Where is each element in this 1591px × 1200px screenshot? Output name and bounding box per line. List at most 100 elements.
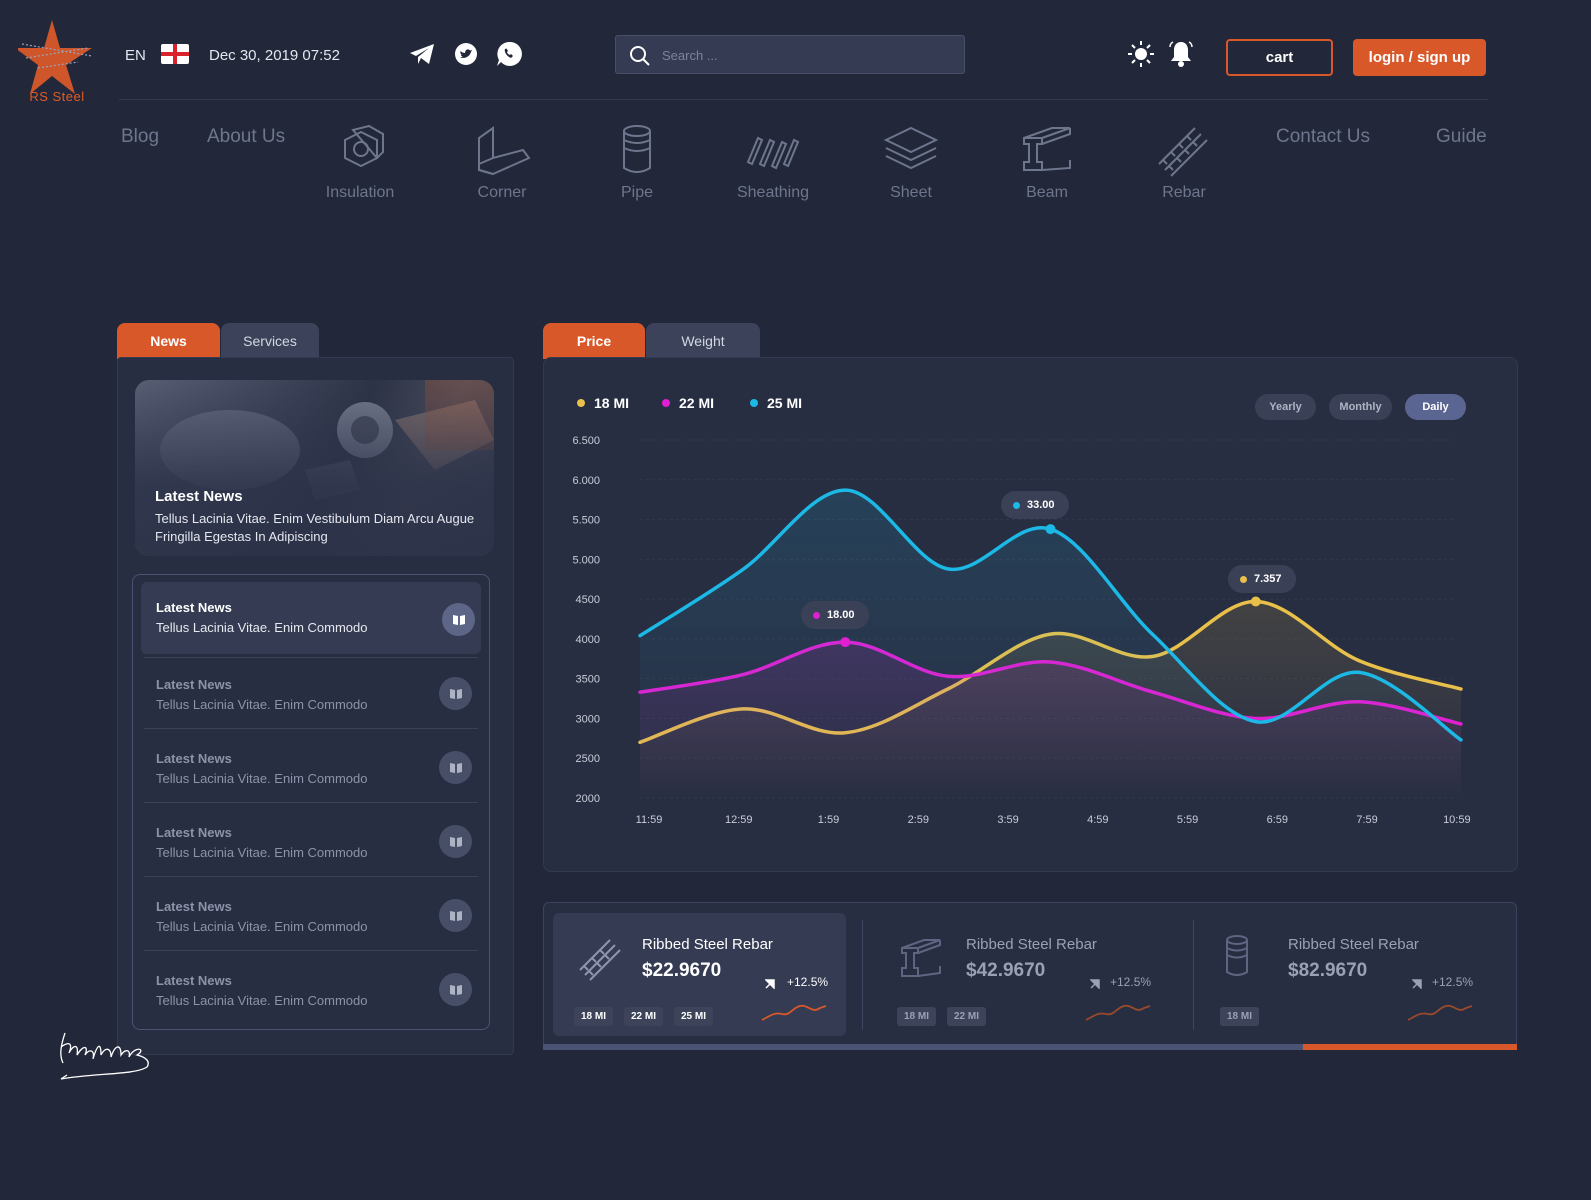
product-tag[interactable]: 18 MI (1220, 1007, 1260, 1026)
read-article-button[interactable] (439, 751, 472, 784)
range-monthly-button[interactable]: Monthly (1329, 394, 1392, 420)
news-list-item[interactable]: Latest News Tellus Lacinia Vitae. Enim C… (144, 879, 478, 951)
product-tag[interactable]: 22 MI (947, 1007, 987, 1026)
y-tick-label: 3500 (576, 674, 600, 686)
product-tag[interactable]: 22 MI (624, 1007, 664, 1026)
language-selector[interactable]: EN (125, 47, 146, 64)
book-icon (449, 836, 462, 847)
nav-category-rebar[interactable]: Rebar (1129, 124, 1239, 202)
flag-icon[interactable] (161, 44, 189, 64)
nav-about-us[interactable]: About Us (207, 126, 286, 147)
product-tag[interactable]: 25 MI (674, 1007, 714, 1026)
tooltip-dot (1013, 501, 1020, 509)
product-tag[interactable]: 18 MI (897, 1007, 937, 1026)
news-list-item[interactable]: Latest News Tellus Lacinia Vitae. Enim C… (141, 582, 481, 654)
rebar-icon (1158, 127, 1208, 177)
book-icon (449, 762, 462, 773)
news-item-title: Latest News (156, 825, 232, 840)
range-yearly-button[interactable]: Yearly (1255, 394, 1316, 420)
product-slider-progress (1302, 1044, 1517, 1050)
news-list-item[interactable]: Latest News Tellus Lacinia Vitae. Enim C… (144, 657, 478, 729)
nav-category-label: Sheet (890, 184, 932, 201)
news-hero-card[interactable]: Latest News Tellus Lacinia Vitae. Enim V… (135, 380, 494, 556)
read-article-button[interactable] (439, 973, 472, 1006)
nav-guide[interactable]: Guide (1436, 126, 1487, 147)
news-item-text: Tellus Lacinia Vitae. Enim Commodo (156, 697, 368, 712)
highlight-point[interactable] (1045, 524, 1056, 535)
legend-item[interactable]: 18 MI (577, 395, 629, 411)
read-article-button[interactable] (439, 825, 472, 858)
product-name[interactable]: Ribbed Steel Rebar (966, 936, 1097, 953)
search-icon[interactable] (629, 45, 651, 67)
product-price: $42.9670 (966, 960, 1046, 981)
legend-item[interactable]: 22 MI (662, 395, 714, 411)
nav-category-label: Sheathing (736, 184, 810, 201)
login-signup-button[interactable]: login / sign up (1353, 39, 1486, 76)
pipe-icon (1222, 934, 1252, 985)
search-input[interactable] (662, 44, 952, 66)
news-item-title: Latest News (156, 899, 232, 914)
highlight-point[interactable] (1250, 596, 1261, 607)
telegram-icon[interactable] (408, 40, 436, 68)
sheathing-icon (746, 136, 800, 170)
news-item-title: Latest News (156, 751, 232, 766)
product-change: +12.5% (787, 975, 829, 989)
legend-item[interactable]: 25 MI (750, 395, 802, 411)
legend-label: 25 MI (767, 395, 803, 411)
nav-category-sheet[interactable]: Sheet (856, 124, 966, 202)
current-datetime: Dec 30, 2019 07:52 (209, 47, 340, 64)
nav-category-label: Pipe (620, 184, 654, 201)
read-article-button[interactable] (442, 603, 475, 636)
header-divider (119, 99, 1488, 100)
beam-icon (1023, 127, 1071, 171)
insulation-icon (344, 124, 384, 168)
news-list-item[interactable]: Latest News Tellus Lacinia Vitae. Enim C… (144, 953, 478, 1025)
cart-button[interactable]: cart (1226, 39, 1333, 76)
nav-category-pipe[interactable]: Pipe (582, 124, 692, 202)
chart-tooltip: 7.357 (1228, 565, 1296, 593)
product-name[interactable]: Ribbed Steel Rebar (1288, 936, 1419, 953)
news-list: Latest News Tellus Lacinia Vitae. Enim C… (132, 574, 490, 1030)
whatsapp-icon[interactable] (495, 40, 523, 68)
y-tick-label: 4500 (576, 594, 600, 606)
product-name[interactable]: Ribbed Steel Rebar (642, 936, 773, 953)
product-price: $82.9670 (1288, 960, 1368, 981)
y-tick-label: 2000 (576, 793, 600, 805)
tab-price[interactable]: Price (543, 323, 645, 359)
nav-category-corner[interactable]: Corner (447, 124, 557, 202)
product-slider-track[interactable] (543, 1044, 1517, 1050)
legend-label: 18 MI (594, 395, 630, 411)
highlight-point[interactable] (840, 637, 851, 648)
read-article-button[interactable] (439, 677, 472, 710)
nav-contact-us[interactable]: Contact Us (1276, 126, 1370, 147)
nav-blog[interactable]: Blog (121, 126, 160, 147)
read-article-button[interactable] (439, 899, 472, 932)
tab-weight[interactable]: Weight (646, 323, 760, 359)
tooltip-value: 7.357 (1254, 573, 1282, 585)
theme-toggle-sun-icon[interactable] (1126, 38, 1156, 70)
news-item-title: Latest News (156, 600, 232, 615)
sparkline (1406, 1000, 1474, 1029)
news-item-title: Latest News (156, 677, 232, 692)
nav-category-insulation[interactable]: Insulation (305, 124, 415, 202)
nav-category-beam[interactable]: Beam (992, 124, 1102, 202)
range-daily-button[interactable]: Daily (1405, 394, 1466, 420)
tab-news[interactable]: News (117, 323, 220, 359)
price-line-chart: 6.500 6.000 5.500 5.000 4500 4000 3500 3000 2500… (572, 435, 1470, 826)
x-tick-label: 2:59 (908, 814, 929, 826)
news-item-text: Tellus Lacinia Vitae. Enim Commodo (156, 771, 368, 786)
legend-dot (577, 399, 585, 407)
news-item-text: Tellus Lacinia Vitae. Enim Commodo (156, 620, 368, 635)
chart-tooltip: 33.00 (1001, 491, 1069, 519)
y-tick-label: 6.000 (572, 475, 600, 487)
notification-bell-icon[interactable] (1166, 38, 1196, 70)
tab-services[interactable]: Services (221, 323, 319, 359)
y-tick-label: 5.500 (572, 515, 600, 527)
nav-category-sheathing[interactable]: Sheathing (718, 124, 828, 202)
product-tag[interactable]: 18 MI (574, 1007, 614, 1026)
tooltip-value: 33.00 (1027, 499, 1055, 511)
news-list-item[interactable]: Latest News Tellus Lacinia Vitae. Enim C… (144, 731, 478, 803)
twitter-icon[interactable] (452, 40, 480, 68)
brand-logo[interactable] (15, 18, 96, 108)
news-list-item[interactable]: Latest News Tellus Lacinia Vitae. Enim C… (144, 805, 478, 877)
